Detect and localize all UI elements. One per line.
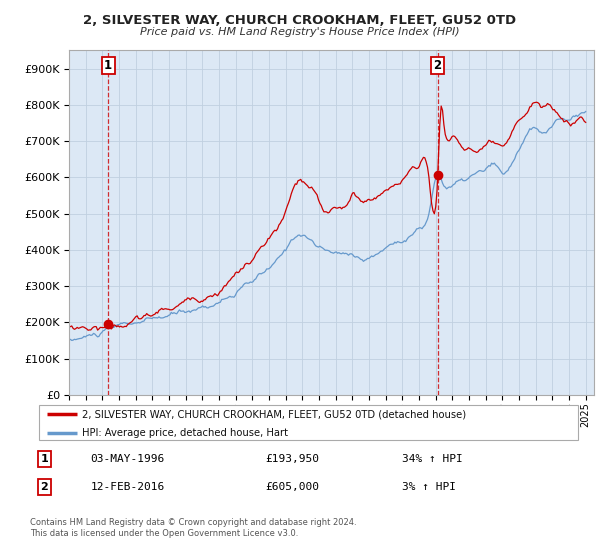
- Text: 2, SILVESTER WAY, CHURCH CROOKHAM, FLEET, GU52 0TD: 2, SILVESTER WAY, CHURCH CROOKHAM, FLEET…: [83, 14, 517, 27]
- Text: 2: 2: [40, 482, 48, 492]
- Text: Price paid vs. HM Land Registry's House Price Index (HPI): Price paid vs. HM Land Registry's House …: [140, 27, 460, 37]
- Text: 12-FEB-2016: 12-FEB-2016: [91, 482, 165, 492]
- Text: This data is licensed under the Open Government Licence v3.0.: This data is licensed under the Open Gov…: [30, 530, 298, 539]
- Text: 34% ↑ HPI: 34% ↑ HPI: [402, 454, 463, 464]
- Text: 3% ↑ HPI: 3% ↑ HPI: [402, 482, 456, 492]
- Text: Contains HM Land Registry data © Crown copyright and database right 2024.: Contains HM Land Registry data © Crown c…: [30, 519, 356, 528]
- Text: £605,000: £605,000: [265, 482, 319, 492]
- Text: 1: 1: [40, 454, 48, 464]
- FancyBboxPatch shape: [39, 405, 578, 440]
- Text: 2: 2: [434, 59, 442, 72]
- Text: £193,950: £193,950: [265, 454, 319, 464]
- Text: 1: 1: [104, 59, 112, 72]
- Text: 2, SILVESTER WAY, CHURCH CROOKHAM, FLEET, GU52 0TD (detached house): 2, SILVESTER WAY, CHURCH CROOKHAM, FLEET…: [82, 409, 467, 419]
- Text: 03-MAY-1996: 03-MAY-1996: [91, 454, 165, 464]
- Text: HPI: Average price, detached house, Hart: HPI: Average price, detached house, Hart: [82, 428, 289, 437]
